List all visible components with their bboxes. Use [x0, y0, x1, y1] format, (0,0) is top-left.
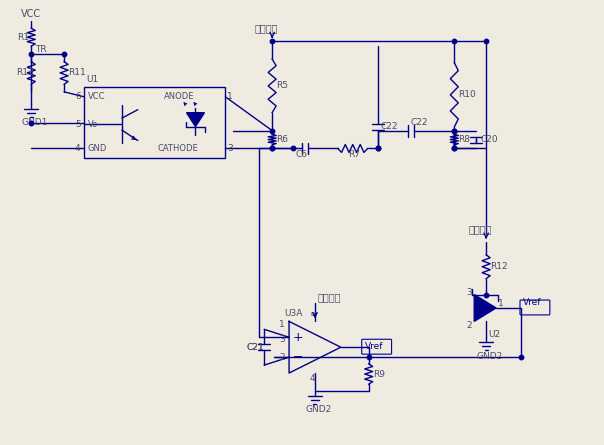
Text: 2: 2	[466, 321, 472, 330]
Text: 1: 1	[498, 299, 504, 308]
Text: U1: U1	[86, 75, 98, 85]
Text: ANODE: ANODE	[164, 92, 194, 101]
Text: 输出电压: 输出电压	[468, 224, 492, 234]
Text: R7: R7	[348, 150, 360, 159]
Text: 3: 3	[466, 288, 472, 297]
Text: GND1: GND1	[22, 118, 48, 127]
Text: GND2: GND2	[305, 405, 332, 414]
Text: R13: R13	[16, 69, 34, 77]
Text: R5: R5	[276, 81, 288, 90]
Text: R6: R6	[276, 135, 288, 144]
Text: U2: U2	[488, 330, 500, 339]
Text: 3: 3	[227, 144, 233, 153]
Text: U3A: U3A	[284, 309, 303, 318]
Text: GND2: GND2	[477, 352, 503, 360]
Text: Vref: Vref	[365, 342, 383, 351]
Text: VCC: VCC	[21, 9, 42, 19]
Text: 3: 3	[279, 335, 285, 344]
Text: +: +	[293, 331, 304, 344]
Text: Vo: Vo	[88, 120, 98, 129]
Text: 6: 6	[75, 92, 81, 101]
Text: TR: TR	[35, 44, 47, 53]
Text: Vref: Vref	[523, 299, 541, 307]
Text: −: −	[293, 351, 304, 364]
Text: R12: R12	[490, 262, 508, 271]
Text: C21: C21	[246, 343, 264, 352]
Text: R10: R10	[458, 90, 476, 99]
Text: 1: 1	[279, 320, 285, 329]
Text: C20: C20	[480, 135, 498, 144]
Polygon shape	[187, 113, 204, 126]
Text: ∞: ∞	[310, 309, 318, 320]
Text: C22: C22	[411, 118, 428, 127]
Text: VCC: VCC	[88, 92, 106, 101]
Text: CATHODE: CATHODE	[158, 144, 199, 153]
Text: 5: 5	[75, 120, 81, 129]
Text: 2: 2	[279, 352, 284, 362]
Text: R11: R11	[68, 69, 86, 77]
Text: 1: 1	[227, 92, 233, 101]
Bar	[84, 87, 225, 158]
Text: 输出电压: 输出电压	[254, 23, 278, 33]
Text: 4: 4	[310, 373, 315, 383]
Text: C6: C6	[295, 150, 307, 159]
Text: 4: 4	[75, 144, 81, 153]
Text: R1: R1	[18, 32, 30, 42]
Text: 输出电压: 输出电压	[318, 292, 341, 303]
Text: GND: GND	[88, 144, 108, 153]
Text: R9: R9	[373, 369, 385, 379]
Polygon shape	[474, 295, 496, 321]
Text: C22: C22	[381, 122, 398, 131]
Text: C21: C21	[246, 343, 264, 352]
Text: R8: R8	[458, 135, 471, 144]
